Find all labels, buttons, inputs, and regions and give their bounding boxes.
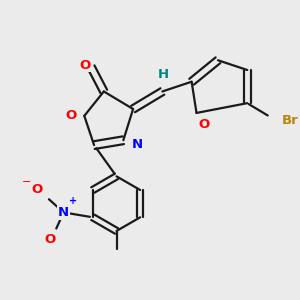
Text: O: O: [65, 110, 76, 122]
Text: Br: Br: [282, 114, 298, 127]
Text: O: O: [80, 58, 91, 72]
Text: O: O: [32, 182, 43, 196]
Text: O: O: [199, 118, 210, 131]
Text: +: +: [69, 196, 77, 206]
Text: N: N: [131, 138, 142, 151]
Text: H: H: [158, 68, 169, 81]
Text: −: −: [22, 177, 31, 187]
Text: O: O: [44, 233, 56, 246]
Text: N: N: [58, 206, 69, 219]
